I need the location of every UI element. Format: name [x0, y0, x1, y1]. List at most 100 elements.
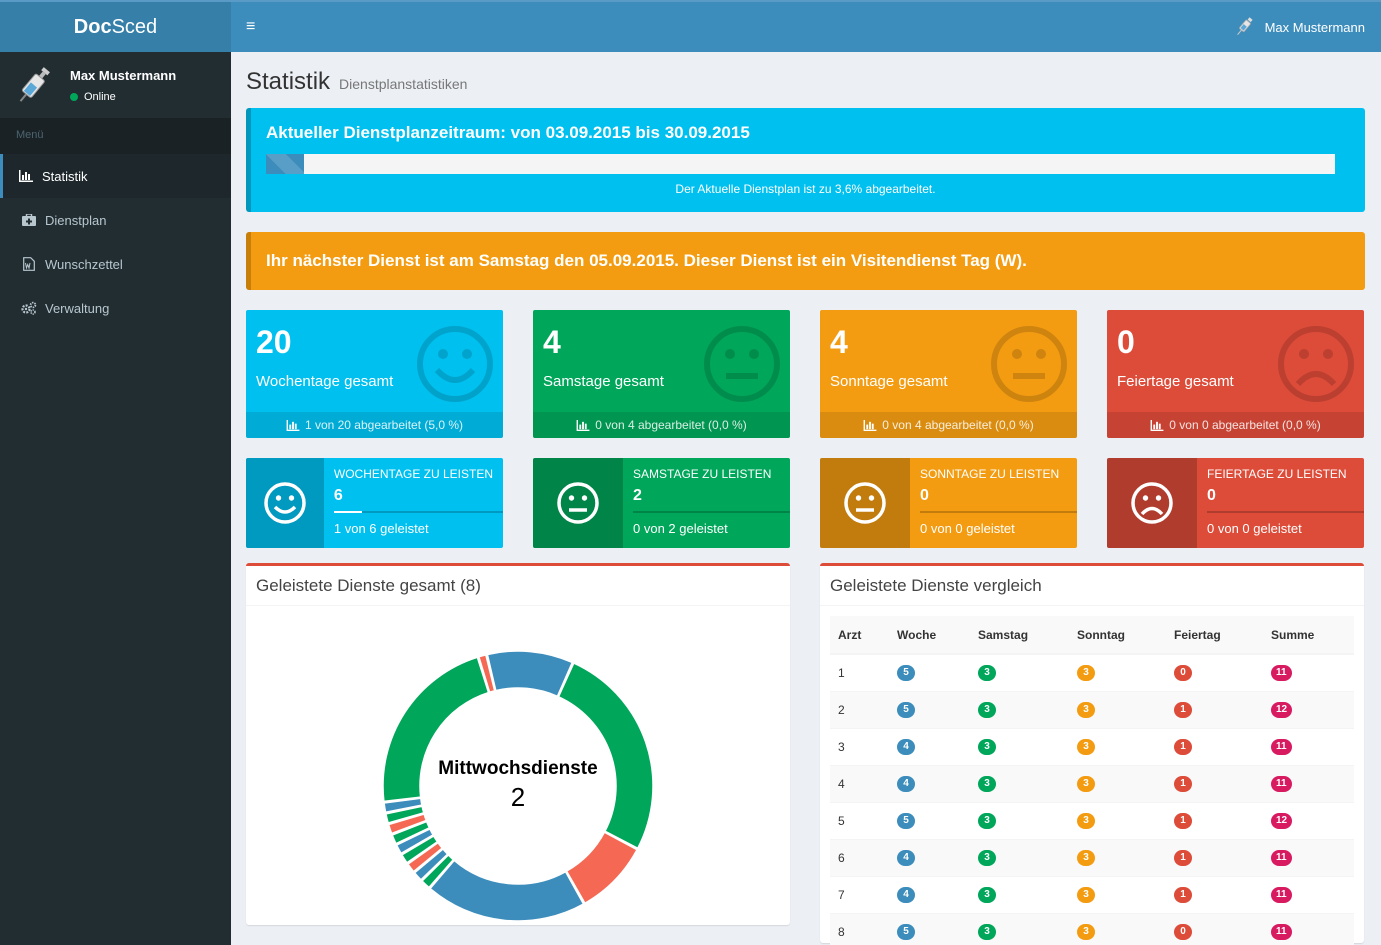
table-cell: 5 — [889, 801, 970, 839]
count-badge: 3 — [978, 702, 996, 718]
column-header[interactable]: Feiertag — [1166, 616, 1263, 655]
app-logo[interactable]: Doc Sced — [0, 0, 231, 52]
table-cell: 11 — [1263, 838, 1354, 876]
donut-slice[interactable] — [429, 859, 585, 922]
column-header[interactable]: Sonntag — [1069, 616, 1166, 655]
donut-slice[interactable] — [387, 813, 428, 835]
summary-footer[interactable]: 0 von 4 abgearbeitet (0,0 %) — [533, 412, 790, 438]
summary-footer[interactable]: 0 von 4 abgearbeitet (0,0 %) — [820, 412, 1077, 438]
count-badge: 1 — [1174, 850, 1192, 866]
table-row: 7 4 3 3 1 11 — [830, 875, 1354, 913]
count-badge: 3 — [1077, 739, 1095, 755]
summary-footer[interactable]: 1 von 20 abgearbeitet (5,0 %) — [246, 412, 503, 438]
todo-desc: 1 von 6 geleistet — [333, 521, 429, 536]
table-row: 1 5 3 3 0 11 — [830, 653, 1354, 691]
user-status-label: Online — [84, 90, 116, 103]
table-cell: 1 — [1166, 801, 1263, 839]
count-badge: 3 — [978, 887, 996, 903]
donut-slice[interactable] — [391, 820, 431, 845]
count-badge: 5 — [897, 665, 915, 682]
compare-panel: Geleistete Dienste vergleich Arzt Woche … — [820, 563, 1364, 945]
donut-slice[interactable] — [406, 841, 444, 873]
count-badge: 4 — [897, 887, 915, 903]
count-badge: 11 — [1271, 887, 1292, 903]
todo-title: Sonntage zu leisten — [920, 467, 1060, 481]
compare-panel-title: Geleistete Dienste vergleich — [820, 566, 1364, 606]
frown-icon — [1107, 458, 1197, 548]
count-badge: 1 — [1174, 813, 1192, 829]
table-cell: 1 — [1166, 838, 1263, 876]
sidebar-user-name: Max Mustermann — [70, 67, 177, 83]
donut-slice[interactable] — [395, 827, 435, 855]
count-badge: 4 — [897, 739, 915, 755]
meh-icon — [704, 326, 780, 402]
next-duty-callout: Ihr nächster Dienst ist am Samstag den 0… — [246, 232, 1365, 290]
column-header[interactable]: Arzt — [830, 616, 889, 655]
sidebar-toggle-icon[interactable]: ≡ — [246, 18, 256, 35]
summary-footer[interactable]: 0 von 0 abgearbeitet (0,0 %) — [1107, 412, 1364, 438]
meh-icon — [991, 326, 1067, 402]
table-cell: 3 — [970, 653, 1069, 691]
count-badge: 3 — [1077, 813, 1095, 829]
table-cell: 0 — [1166, 912, 1263, 945]
donut-center-value: 2 — [511, 782, 525, 812]
column-header[interactable]: Samstag — [970, 616, 1069, 655]
next-duty-text: Ihr nächster Dienst ist am Samstag den 0… — [266, 251, 1027, 270]
donut-slice[interactable] — [557, 662, 654, 850]
todo-title: Samstage zu leisten — [633, 467, 772, 481]
summary-label: Wochentage gesamt — [256, 373, 394, 390]
column-header[interactable]: Woche — [889, 616, 970, 655]
todo-desc: 0 von 0 geleistet — [920, 521, 1015, 536]
todo-value: 6 — [333, 487, 343, 504]
bar-chart-icon — [286, 419, 300, 431]
table-cell: 5 — [889, 690, 970, 728]
donut-slice[interactable] — [477, 653, 496, 694]
top-user-menu[interactable]: Max Mustermann — [1235, 16, 1365, 38]
summary-label: Feiertage gesamt — [1117, 373, 1234, 390]
sidebar-item-verwaltung[interactable]: Verwaltung — [0, 286, 231, 330]
table-cell: 1 — [1166, 690, 1263, 728]
panels-row: Geleistete Dienste gesamt (8) Mittwochsd… — [246, 563, 1365, 945]
count-badge: 11 — [1271, 924, 1292, 941]
count-badge: 3 — [1077, 776, 1095, 792]
column-header[interactable]: Summe — [1263, 616, 1354, 655]
sidebar-item-dienstplan[interactable]: Dienstplan — [0, 198, 231, 242]
user-panel: Max Mustermann Online — [0, 52, 231, 118]
donut-slice[interactable] — [385, 805, 425, 824]
frown-icon — [1278, 326, 1354, 402]
bar-chart-icon — [18, 169, 34, 183]
donut-slice[interactable] — [421, 853, 455, 889]
medkit-icon — [21, 213, 37, 227]
donut-slice[interactable] — [565, 831, 639, 905]
donut-slice[interactable] — [486, 650, 574, 698]
count-badge: 3 — [978, 813, 996, 829]
donut-slice[interactable] — [383, 797, 423, 814]
table-cell: 3 — [970, 764, 1069, 802]
logo-rest: Sced — [111, 15, 158, 38]
sidebar-item-wunschzettel[interactable]: Wunschzettel — [0, 242, 231, 286]
count-badge: 11 — [1271, 776, 1292, 792]
bar-chart-icon — [576, 419, 590, 431]
sidebar-item-statistik[interactable]: Statistik — [0, 154, 231, 198]
todo-title: Feiertage zu leisten — [1207, 467, 1347, 481]
table-cell: 3 — [1069, 801, 1166, 839]
table-cell: 1 — [1166, 764, 1263, 802]
page-header: Statistik Dienstplanstatistiken — [246, 52, 1365, 108]
table-header-row: Arzt Woche Samstag Sonntag Feiertag Summ… — [830, 616, 1354, 655]
donut-center-label: Mittwochsdienste — [438, 758, 597, 779]
user-status[interactable]: Online — [70, 91, 176, 103]
donut-slice[interactable] — [382, 656, 490, 803]
todo-desc: 0 von 2 geleistet — [633, 521, 728, 536]
todo-value: 0 — [920, 487, 929, 504]
summary-box-wochentage: 20 Wochentage gesamt 1 von 20 abgearbeit… — [246, 310, 503, 438]
table-row: 2 5 3 3 1 12 — [830, 690, 1354, 728]
table-cell: 11 — [1263, 912, 1354, 945]
todo-progress-fill — [333, 511, 363, 513]
meh-icon — [820, 458, 910, 548]
table-row: 6 4 3 3 1 11 — [830, 838, 1354, 876]
donut-slice[interactable] — [413, 847, 449, 881]
count-badge: 12 — [1271, 702, 1293, 718]
summary-box-samstage: 4 Samstage gesamt 0 von 4 abgearbeitet (… — [533, 310, 790, 438]
donut-slice[interactable] — [400, 834, 439, 864]
table-cell: 3 — [1069, 838, 1166, 876]
